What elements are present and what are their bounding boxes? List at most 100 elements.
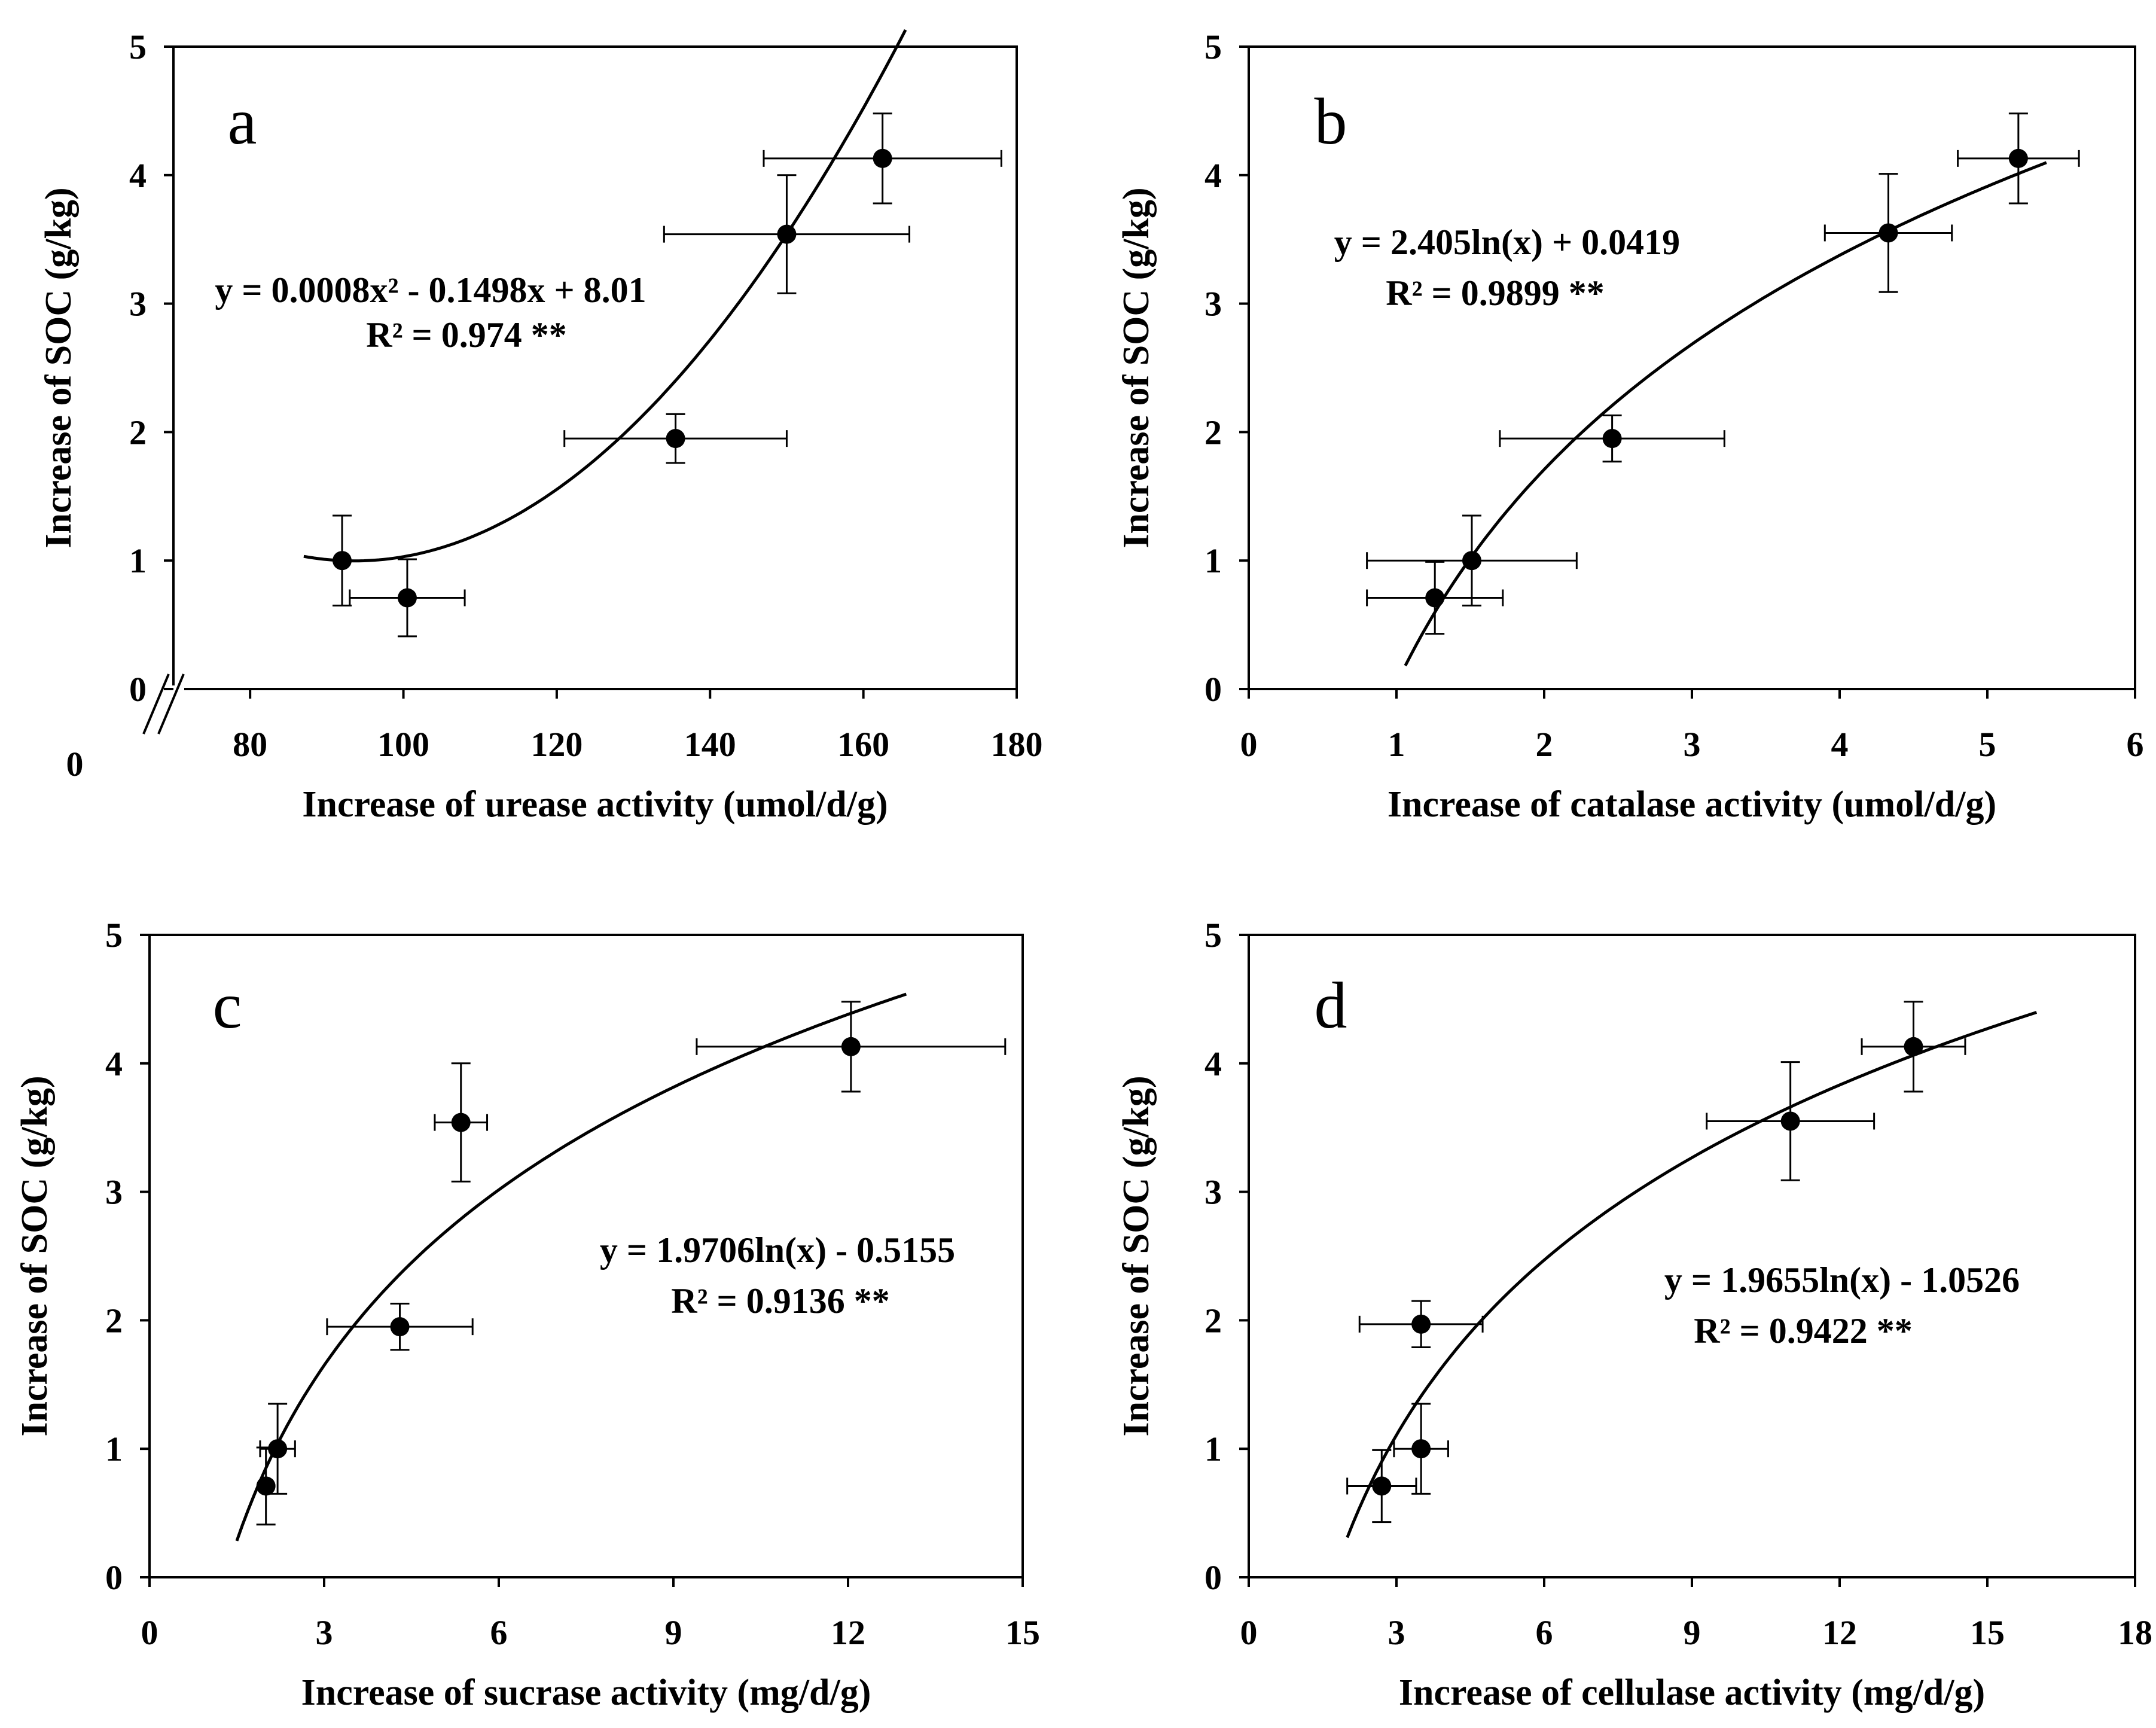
y-tick-label: 2 [105,1301,123,1340]
panel-a: 0 0 1 2 3 4 5 80 100 120 140 160 180 Increase of urea… [38,28,1043,825]
data-point [256,1476,276,1496]
x-tick-label: 160 [837,725,889,764]
x-tick-label: 12 [1822,1613,1857,1652]
x-tick-label: 12 [831,1613,865,1652]
data-point [841,1037,861,1056]
fit-equation: y = 2.405ln(x) + 0.0419 [1334,223,1680,262]
x-axis-title: Increase of sucrase activity (mg/d/g) [301,1672,871,1713]
y-tick-label: 0 [1204,670,1222,709]
panel-b: 0 1 2 3 4 5 0 1 2 3 4 5 6 Increase of catalase activi… [1116,28,2144,825]
y-tick-label: 0 [129,670,147,709]
y-tick-label: 3 [1204,285,1222,324]
r-squared-label: R² = 0.9899 ** [1386,273,1605,313]
fit-curve [303,29,907,563]
fit-equation: y = 1.9655ln(x) - 1.0526 [1664,1260,2020,1300]
y-tick-label: 1 [1204,1430,1222,1468]
x-tick-label: 3 [1388,1613,1405,1652]
y-tick-label: 2 [1204,413,1222,452]
y-axis-title: Increase of SOC (g/kg) [14,1075,55,1436]
x-origin-label: 0 [66,745,84,784]
x-tick-label: 3 [316,1613,333,1652]
plot-frame [172,45,1018,690]
data-point [1462,551,1481,571]
x-axis-title: Increase of urease activity (umol/d/g) [302,784,888,825]
y-axis-title: Increase of SOC (g/kg) [1116,187,1157,548]
y-tick-label: 2 [1204,1301,1222,1340]
x-tick-label: 6 [2127,725,2144,764]
y-tick-label: 5 [129,28,147,66]
x-tick-label: 6 [1536,1613,1553,1652]
x-axis-title: Increase of catalase activity (umol/d/g) [1387,784,1996,825]
x-tick-label: 180 [991,725,1043,764]
x-tick-label: 9 [1684,1613,1701,1652]
y-tick-label: 4 [1204,156,1222,195]
x-tick-label: 5 [1979,725,1996,764]
r-squared-label: R² = 0.974 ** [366,315,567,355]
data-point [268,1439,288,1459]
fit-curve [235,992,907,1541]
y-axis-title: Increase of SOC (g/kg) [1116,1075,1157,1436]
data-point [1879,223,1898,243]
x-tick-label: 100 [377,725,429,764]
x-tick-label: 0 [1240,1613,1258,1652]
r-squared-label: R² = 0.9136 ** [671,1281,890,1321]
data-point [666,429,685,449]
data-point [1425,588,1445,608]
y-tick-label: 4 [1204,1044,1222,1083]
data-point [1411,1439,1431,1459]
data-point [1904,1037,1923,1056]
x-tick-label: 0 [1240,725,1258,764]
y-tick-label: 0 [105,1558,123,1597]
fit-equation: y = 0.0008x² - 0.1498x + 8.01 [215,270,646,310]
y-tick-label: 5 [1204,916,1222,955]
data-point [777,224,797,244]
data-point [1780,1111,1800,1131]
x-tick-label: 80 [233,725,267,764]
x-tick-label: 9 [665,1613,682,1652]
y-tick-label: 4 [105,1044,123,1083]
x-tick-label: 140 [684,725,736,764]
x-tick-label: 6 [490,1613,508,1652]
panel-letter: b [1315,85,1347,158]
y-tick-label: 5 [105,916,123,955]
y-tick-label: 3 [105,1173,123,1212]
x-tick-label: 120 [530,725,583,764]
y-tick-label: 1 [129,541,147,580]
y-tick-label: 4 [129,156,147,195]
panel-letter: d [1315,969,1347,1042]
fit-curve [1404,161,2047,667]
y-axis-title: Increase of SOC (g/kg) [38,187,79,548]
axis-break-mark [157,673,185,735]
x-tick-label: 1 [1388,725,1405,764]
plot-frame [148,934,1024,1578]
x-tick-label: 0 [141,1613,158,1652]
y-tick-label: 3 [1204,1173,1222,1212]
y-tick-label: 1 [105,1430,123,1468]
data-point [1602,429,1622,449]
data-point [333,551,352,571]
data-point [873,148,892,168]
data-point [2008,148,2028,168]
x-tick-label: 15 [1970,1613,2005,1652]
panel-letter: a [228,85,257,158]
y-tick-label: 1 [1204,541,1222,580]
r-squared-label: R² = 0.9422 ** [1694,1311,1913,1351]
data-point [397,588,417,608]
y-tick-label: 2 [129,413,147,452]
axis-break-mark [142,673,170,735]
data-point [1372,1476,1392,1496]
x-tick-label: 4 [1831,725,1849,764]
y-tick-label: 3 [129,285,147,324]
fit-equation: y = 1.9706ln(x) - 0.5155 [600,1230,955,1270]
data-point [1411,1314,1431,1334]
x-tick-label: 15 [1005,1613,1040,1652]
x-tick-label: 2 [1536,725,1553,764]
panel-letter: c [213,969,242,1042]
x-tick-label: 18 [2118,1613,2152,1652]
fit-curve [1346,1011,2038,1538]
y-tick-label: 5 [1204,28,1222,66]
y-tick-label: 0 [1204,1558,1222,1597]
